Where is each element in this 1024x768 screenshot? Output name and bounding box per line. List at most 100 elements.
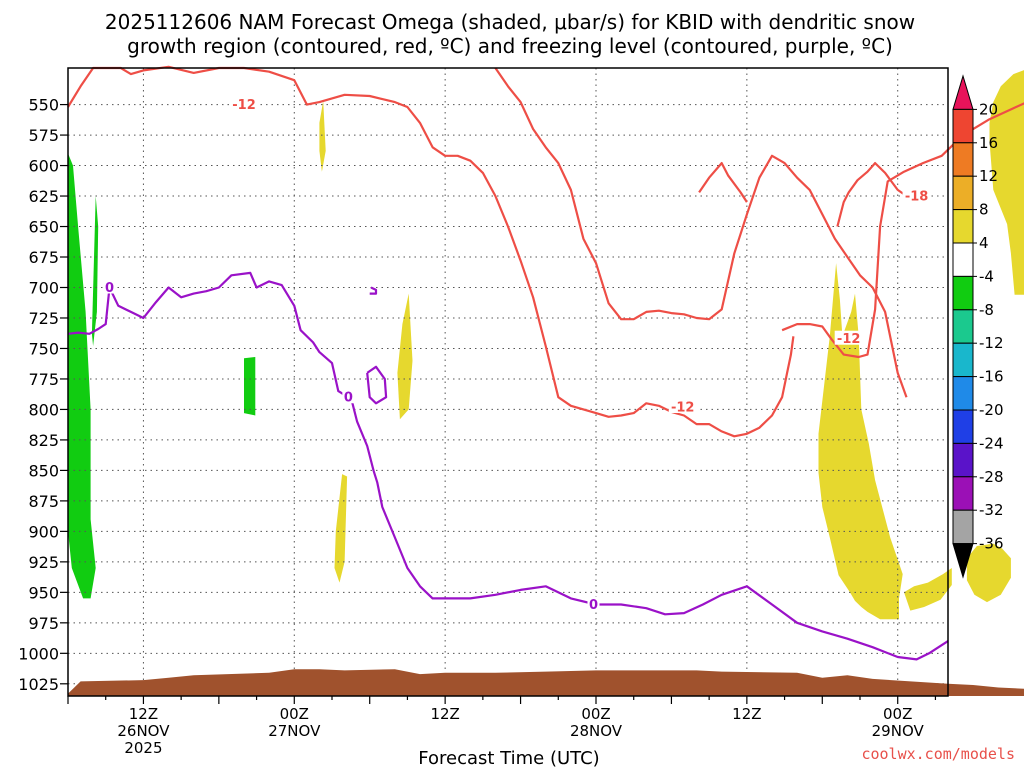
plot-background [68,68,948,696]
colorbar-swatch-10 [952,409,974,444]
colorbar-label-12: -32 [979,501,1004,519]
omega-region-9 [966,543,1011,603]
omega-region-2 [91,196,99,346]
contour-labels: -12 -12 -12 -18 0 0 0 [103,96,931,613]
contour-label-4: 0 [105,281,114,296]
colorbar-label-13: -36 [979,535,1004,553]
colorbar-label-1: 16 [979,134,998,152]
y-tick-label-5: 675 [28,248,59,267]
colorbar-label-0: 20 [979,100,998,118]
contour-line-5 [67,271,949,661]
y-axis: 550 575 600 625 650 675 700 725 750 775 800 825 850 8… [18,96,68,694]
colorbar-label-9: -20 [979,401,1004,419]
colorbar-label-2: 12 [979,167,998,185]
grid-lines [68,68,948,696]
colorbar-swatch-8 [952,342,974,378]
y-tick-label-16: 950 [28,583,59,602]
colorbar-swatch-2 [952,142,974,177]
colorbar-swatch-12 [952,476,974,511]
contour-label-bg-0 [230,96,258,111]
colorbar-swatch-1 [952,108,974,144]
contour-label-6: 0 [589,598,598,613]
contour-line-3 [698,162,748,203]
contour-label-5: 0 [344,391,353,406]
omega-region-5 [397,293,413,420]
colorbar-swatch-4 [952,209,974,244]
x-tick-label-1-0: 00Z [280,705,309,723]
chart-title-line-2: growth region (contoured, red, ºC) and f… [127,34,893,58]
y-tick-label-3: 625 [28,187,59,206]
x-tick-label-5-0: 00Z [883,705,912,723]
contour-line-4 [836,162,908,227]
omega-region-3 [244,357,256,416]
y-tick-label-15: 925 [28,553,59,572]
contour-label-1: -12 [671,400,695,415]
x-tick-label-2-0: 12Z [430,705,459,723]
y-tick-label-12: 850 [28,461,59,480]
x-tick-label-0-2: 2025 [124,739,162,757]
colorbar-swatch-3 [952,175,974,211]
colorbar-swatch-5 [952,242,974,277]
omega-shading [68,70,1024,620]
x-tick-label-3-1: 28NOV [570,722,623,740]
x-tick-label-0-1: 26NOV [117,722,170,740]
plot-frame [67,67,949,697]
contour-label-bg-5 [342,389,355,404]
omega-region-10 [989,70,1024,295]
x-tick-label-5-1: 29NOV [872,722,925,740]
y-tick-label-1: 575 [28,126,59,145]
credit-text: coolwx.com/models [861,745,1015,763]
plot-area: -12 -12 -12 -18 0 0 0 [67,65,1024,697]
y-tick-label-6: 700 [28,278,59,297]
omega-region-8 [904,568,952,611]
y-tick-label-4: 650 [28,218,59,237]
contour-label-0: -12 [232,98,256,113]
y-tick-label-17: 975 [28,614,59,633]
contour-label-bg-2 [834,330,863,345]
colorbar-label-3: 8 [979,201,989,219]
contour-label-bg-6 [587,596,600,611]
omega-region-7 [818,263,903,620]
contour-label-bg-3 [902,188,931,203]
contour-label-3: -18 [905,190,929,205]
colorbar-swatch-6 [952,275,974,311]
colorbar-cap-bottom [952,543,974,579]
contour-line-1 [494,67,908,398]
y-tick-label-9: 775 [28,370,59,389]
colorbar-swatch-13 [952,509,974,545]
y-tick-label-18: 1000 [18,644,59,663]
colorbar-label-4: 4 [979,234,989,252]
terrain-shape [68,669,1024,696]
y-tick-label-11: 825 [28,431,59,450]
x-tick-label-0-0: 12Z [129,705,158,723]
colorbar-label-6: -8 [979,301,994,319]
contour-label-bg-1 [668,398,697,413]
x-tick-label-3-0: 00Z [581,705,610,723]
x-axis-label: Forecast Time (UTC) [418,748,599,768]
colorbar-swatch-7 [952,309,974,344]
chart-title-line-1: 2025112606 NAM Forecast Omega (shaded, μ… [105,10,915,34]
y-tick-label-8: 750 [28,339,59,358]
omega-region-1 [68,153,96,599]
colorbar-label-8: -16 [979,368,1004,386]
y-tick-label-2: 600 [28,157,59,176]
y-tick-label-7: 725 [28,309,59,328]
omega-region-4 [319,100,326,172]
y-tick-label-10: 800 [28,400,59,419]
colorbar-swatch-11 [952,442,974,478]
y-tick-label-13: 875 [28,492,59,511]
x-tick-label-1-1: 27NOV [268,722,321,740]
contour-label-2: -12 [837,332,861,347]
y-tick-label-14: 900 [28,522,59,541]
colorbar-label-10: -24 [979,434,1004,452]
colorbar-label-5: -4 [979,267,994,285]
colorbar-label-11: -28 [979,468,1004,486]
colorbar-label-7: -12 [979,334,1004,352]
colorbar: 20 16 12 8 4 -4 -8 -12 -16 -20 -24 -28 -32 -36 [952,74,1004,579]
y-tick-label-0: 550 [28,96,59,115]
terrain-fill [68,669,1024,696]
contour-line-6 [366,365,388,405]
y-tick-label-19: 1025 [18,675,59,694]
